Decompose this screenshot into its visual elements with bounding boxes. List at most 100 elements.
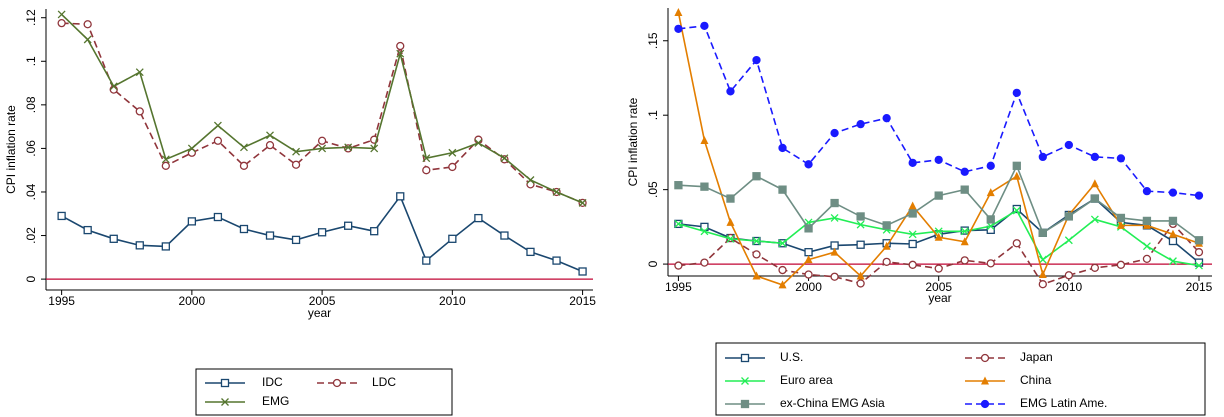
series-line — [678, 25, 1200, 197]
x-tick-label: 2010 — [1055, 280, 1082, 294]
marker — [1116, 154, 1126, 163]
marker — [1064, 271, 1073, 280]
marker — [526, 176, 535, 184]
marker — [960, 256, 969, 265]
legend-label: Japan — [1020, 350, 1053, 364]
marker — [934, 191, 943, 200]
marker — [1038, 270, 1047, 279]
marker — [552, 256, 561, 265]
marker — [161, 242, 170, 251]
legend-label: EMG — [262, 394, 289, 408]
marker — [448, 234, 457, 243]
marker — [934, 155, 943, 165]
legend-label: U.S. — [780, 350, 803, 364]
y-tick-label: .02 — [24, 227, 38, 244]
marker — [700, 182, 709, 191]
marker — [344, 144, 353, 153]
marker — [578, 267, 587, 276]
x-tick-label: 2005 — [309, 294, 336, 308]
marker — [109, 234, 118, 243]
legend-marker — [740, 353, 750, 363]
legend-item: China — [965, 373, 1052, 387]
marker — [934, 264, 943, 273]
legend-marker — [221, 398, 229, 406]
legend-label: IDC — [262, 375, 283, 389]
marker — [396, 192, 405, 201]
marker — [396, 49, 405, 58]
marker — [674, 7, 683, 16]
legend-marker — [220, 378, 230, 388]
marker — [856, 119, 865, 129]
x-tick-label: 1995 — [48, 294, 75, 308]
y-tick-label: .06 — [24, 140, 38, 157]
marker — [213, 121, 222, 130]
marker — [934, 232, 943, 241]
marker — [700, 227, 709, 236]
marker — [882, 257, 891, 267]
marker — [752, 271, 761, 280]
x-tick-label: 2005 — [925, 280, 952, 294]
marker — [1064, 236, 1073, 245]
x-axis-title: year — [928, 291, 951, 305]
marker — [1012, 206, 1021, 215]
marker — [986, 222, 995, 231]
marker — [1090, 152, 1100, 162]
marker — [882, 241, 891, 250]
legend-label: LDC — [372, 375, 396, 389]
marker — [552, 188, 561, 196]
marker — [960, 227, 969, 236]
marker — [830, 272, 839, 281]
marker — [396, 41, 405, 51]
marker — [726, 234, 735, 243]
legend-item: EMG Latin Ame. — [965, 396, 1107, 410]
marker — [266, 131, 274, 140]
marker — [1012, 88, 1021, 98]
y-axis-title: CPI inflation rate — [4, 105, 18, 194]
marker — [908, 209, 917, 218]
legend-item: ex-China EMG Asia — [725, 396, 885, 410]
marker — [752, 55, 761, 65]
marker — [882, 114, 891, 123]
marker — [674, 24, 683, 33]
marker — [804, 160, 813, 169]
marker — [1116, 260, 1126, 269]
y-tick-label: .05 — [646, 181, 660, 198]
y-tick-label: .12 — [24, 9, 38, 26]
y-tick-label: .15 — [646, 32, 660, 49]
marker — [1012, 161, 1021, 170]
marker — [804, 224, 813, 233]
marker — [778, 239, 787, 248]
y-tick-label: .1 — [24, 56, 38, 66]
marker — [213, 136, 223, 145]
marker — [700, 222, 709, 232]
marker — [370, 227, 379, 236]
marker — [500, 231, 509, 240]
marker — [986, 161, 995, 170]
marker — [830, 128, 839, 138]
marker — [344, 143, 353, 152]
marker — [856, 220, 865, 229]
marker — [960, 185, 969, 194]
marker — [317, 228, 327, 237]
marker — [882, 221, 891, 230]
marker — [674, 261, 683, 270]
marker — [986, 188, 995, 197]
marker — [578, 198, 587, 207]
marker — [213, 212, 223, 222]
y-axis-title: CPI inflation rate — [626, 97, 640, 186]
marker — [83, 225, 92, 235]
marker — [778, 185, 787, 194]
marker — [1064, 212, 1073, 221]
marker — [474, 139, 483, 147]
legend-item: Euro area — [725, 373, 833, 387]
marker — [778, 143, 787, 153]
marker — [83, 35, 92, 44]
marker — [265, 140, 275, 150]
marker — [135, 107, 144, 116]
marker — [1168, 229, 1177, 238]
marker — [908, 230, 917, 239]
legend-item: Japan — [965, 350, 1053, 364]
legend-box — [715, 342, 1206, 416]
marker — [57, 10, 66, 19]
